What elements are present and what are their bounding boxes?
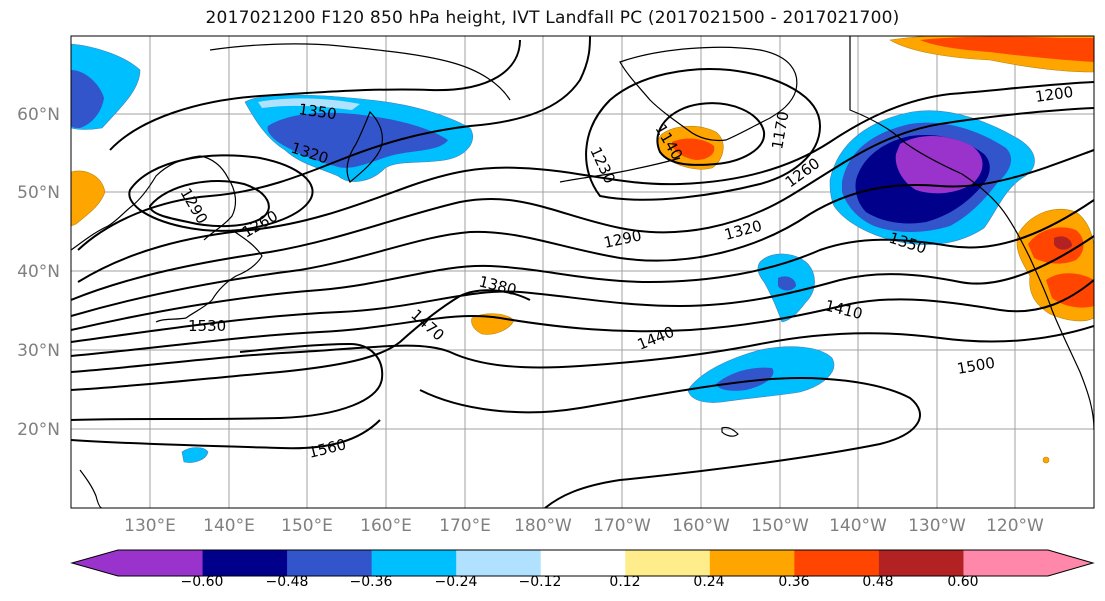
contour-line — [148, 179, 270, 228]
lon-label: 120°W — [986, 516, 1044, 536]
colorbar — [70, 549, 1095, 577]
lat-label: 20°N — [17, 420, 60, 440]
colorbar-tick-label: 0.12 — [609, 574, 640, 590]
lon-label: 130°W — [908, 516, 966, 536]
colorbar-extend-max — [1048, 550, 1093, 576]
coastline-aleutians — [559, 157, 681, 183]
graticule — [71, 36, 1094, 508]
contour-line — [71, 235, 1094, 343]
lat-label: 30°N — [17, 341, 60, 361]
colorbar-tick-label: −0.12 — [519, 574, 562, 590]
map-content: 1350 1320 1290 1260 1230 1170 1140 1200 … — [71, 36, 1094, 508]
lon-label: 170°W — [593, 516, 651, 536]
contour-line — [419, 377, 921, 508]
contour-line — [71, 325, 1094, 373]
contour-line — [71, 107, 1094, 301]
contour-line — [71, 149, 1094, 317]
colorbar-segment — [371, 550, 457, 576]
colorbar-segment — [709, 550, 795, 576]
colorbar-tick-label: 0.24 — [693, 574, 724, 590]
colorbar-segment — [540, 550, 626, 576]
lon-label: 150°E — [281, 516, 333, 536]
coastline-north-america — [849, 36, 1094, 431]
coastline-alaska — [619, 46, 798, 142]
colorbar-segment — [963, 550, 1049, 576]
colorbar-tick-label: 0.60 — [947, 574, 978, 590]
colorbar-segment — [118, 550, 204, 576]
contour-line — [71, 342, 384, 421]
lon-label: 160°E — [360, 516, 412, 536]
lat-label: 50°N — [17, 183, 60, 203]
colorbar-tick-label: −0.24 — [435, 574, 478, 590]
contour-label: 1350 — [297, 100, 337, 123]
colorbar-segment — [878, 550, 964, 576]
lon-label: 160°W — [672, 516, 730, 536]
contour-label: 1530 — [188, 317, 226, 335]
lat-labels: 60°N 50°N 40°N 30°N 20°N — [17, 105, 60, 440]
coastline-hawaii — [721, 426, 739, 437]
colorbar-segment — [794, 550, 880, 576]
contour-line — [71, 289, 531, 391]
colorbar-tick-label: 0.36 — [778, 574, 809, 590]
colorbar-segment — [456, 550, 542, 576]
coastline-kamchatka — [346, 110, 383, 183]
lon-label: 170°E — [439, 516, 491, 536]
lat-label: 60°N — [17, 105, 60, 125]
coastlines — [71, 36, 1094, 508]
contour-line — [71, 419, 381, 450]
contour-line — [585, 68, 822, 201]
colorbar-extend-min — [72, 550, 118, 576]
contour-line — [77, 36, 591, 251]
colorbar-tick-label: −0.48 — [266, 574, 309, 590]
contour-line — [656, 102, 766, 166]
ivt-positive-region — [71, 170, 106, 227]
map-background — [71, 36, 1094, 508]
colorbar-segment — [287, 550, 373, 576]
lon-label: 180°W — [514, 516, 572, 536]
colorbar-ticks: −0.60 −0.48 −0.36 −0.24 −0.12 0.12 0.24 … — [181, 574, 979, 590]
coastline-siberia-north — [209, 43, 511, 101]
height-contours — [71, 36, 1094, 508]
contour-line — [71, 199, 1094, 331]
lat-label: 40°N — [17, 262, 60, 282]
colorbar-segment — [202, 550, 288, 576]
ivt-negative-region — [181, 447, 209, 463]
colorbar-segment — [625, 550, 711, 576]
colorbar-tick-label: −0.36 — [350, 574, 393, 590]
lon-label: 140°E — [203, 516, 255, 536]
lon-labels: 130°E 140°E 150°E 160°E 170°E 180°W 170°… — [124, 516, 1044, 536]
contour-line — [128, 154, 314, 232]
coastline-philippines — [79, 469, 103, 508]
contour-label: 1200 — [1034, 83, 1074, 106]
contour-line — [71, 279, 1094, 357]
lon-label: 130°E — [124, 516, 176, 536]
lon-label: 150°W — [751, 516, 809, 536]
contour-line — [77, 81, 1094, 283]
map-title: 2017021200 F120 850 hPa height, IVT Land… — [205, 8, 900, 28]
lon-label: 140°W — [829, 516, 887, 536]
colorbar-outline — [70, 549, 1095, 577]
contour-line — [109, 39, 521, 151]
colorbar-tick-label: 0.48 — [862, 574, 893, 590]
colorbar-tick-label: −0.60 — [181, 574, 224, 590]
map-frame — [70, 35, 1095, 509]
